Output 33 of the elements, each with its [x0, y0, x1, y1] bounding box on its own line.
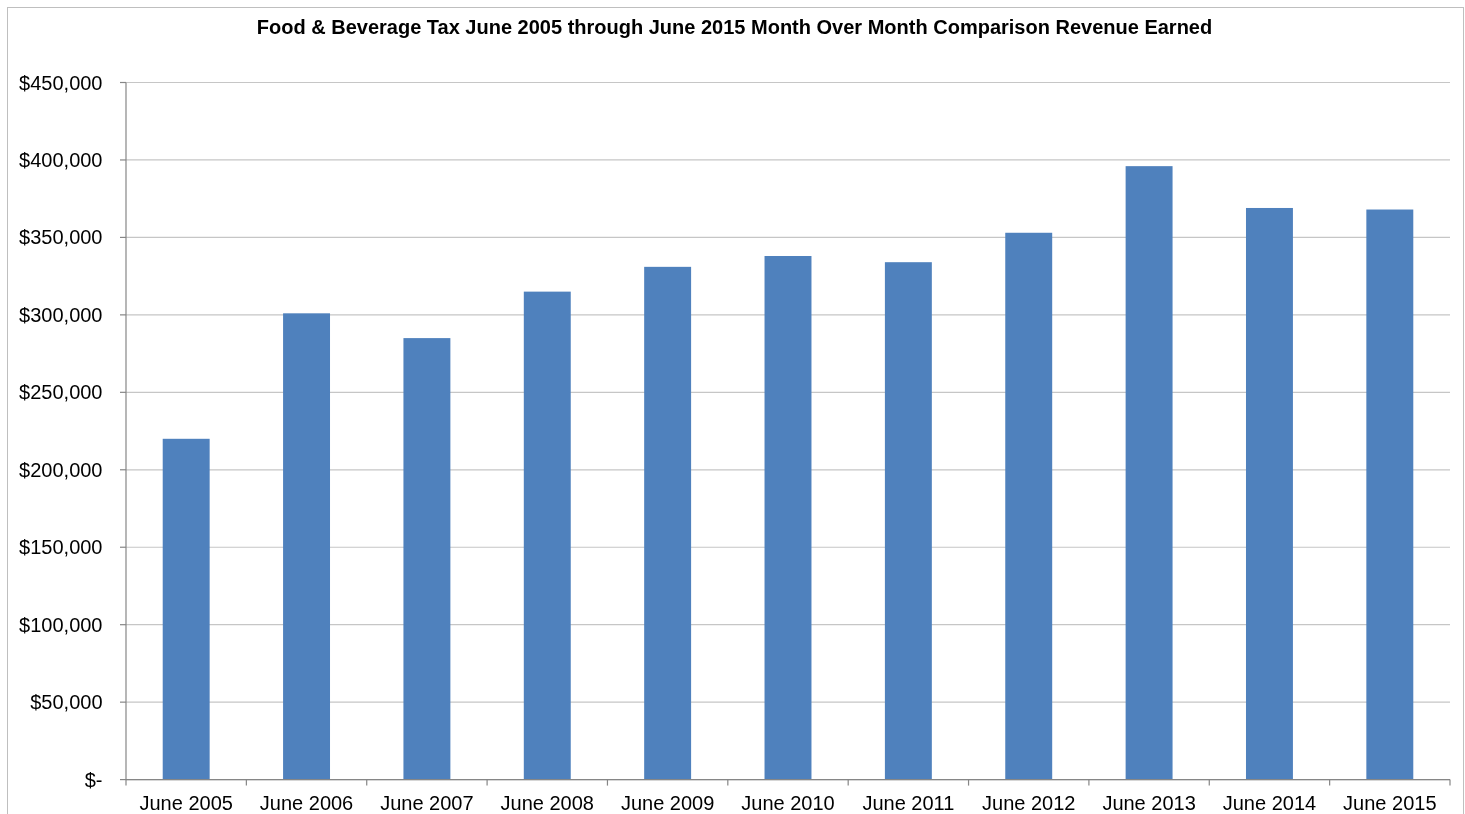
- x-tick-label: June 2013: [1102, 792, 1196, 814]
- bar: [764, 256, 812, 780]
- y-tick-label: $50,000: [30, 691, 103, 714]
- x-tick-label: June 2012: [982, 792, 1076, 814]
- bar: [644, 266, 692, 780]
- y-tick-label: $350,000: [19, 226, 103, 249]
- x-tick-label: June 2009: [620, 792, 715, 814]
- bar: [1125, 166, 1173, 780]
- y-tick-label: $250,000: [19, 381, 103, 404]
- bar: [1245, 207, 1293, 780]
- y-tick-label: $200,000: [19, 458, 103, 481]
- x-tick-label: June 2011: [862, 792, 955, 814]
- y-tick-label: $150,000: [19, 536, 103, 559]
- x-tick-label: June 2005: [139, 792, 233, 814]
- y-tick-label: $100,000: [19, 613, 103, 636]
- bar: [1366, 209, 1414, 780]
- y-tick-label: $-: [84, 768, 103, 791]
- y-tick-label: $450,000: [19, 71, 103, 94]
- y-tick-label: $300,000: [19, 303, 103, 326]
- x-tick-label: June 2008: [500, 792, 594, 814]
- x-tick-label: June 2006: [259, 792, 354, 814]
- x-tick-label: June 2014: [1222, 792, 1317, 814]
- y-tick-label: $400,000: [19, 148, 103, 171]
- x-tick-label: June 2015: [1343, 792, 1437, 814]
- bar: [162, 438, 210, 780]
- bar: [884, 262, 932, 780]
- bar: [1005, 232, 1053, 780]
- bar: [403, 338, 451, 780]
- x-tick-label: June 2010: [741, 792, 835, 814]
- chart-title: Food & Beverage Tax June 2005 through June 2015 Month Over Month Comparison Revenue Earned: [256, 16, 1213, 39]
- bar: [283, 313, 331, 780]
- x-tick-label: June 2007: [380, 792, 474, 814]
- bar: [523, 291, 571, 780]
